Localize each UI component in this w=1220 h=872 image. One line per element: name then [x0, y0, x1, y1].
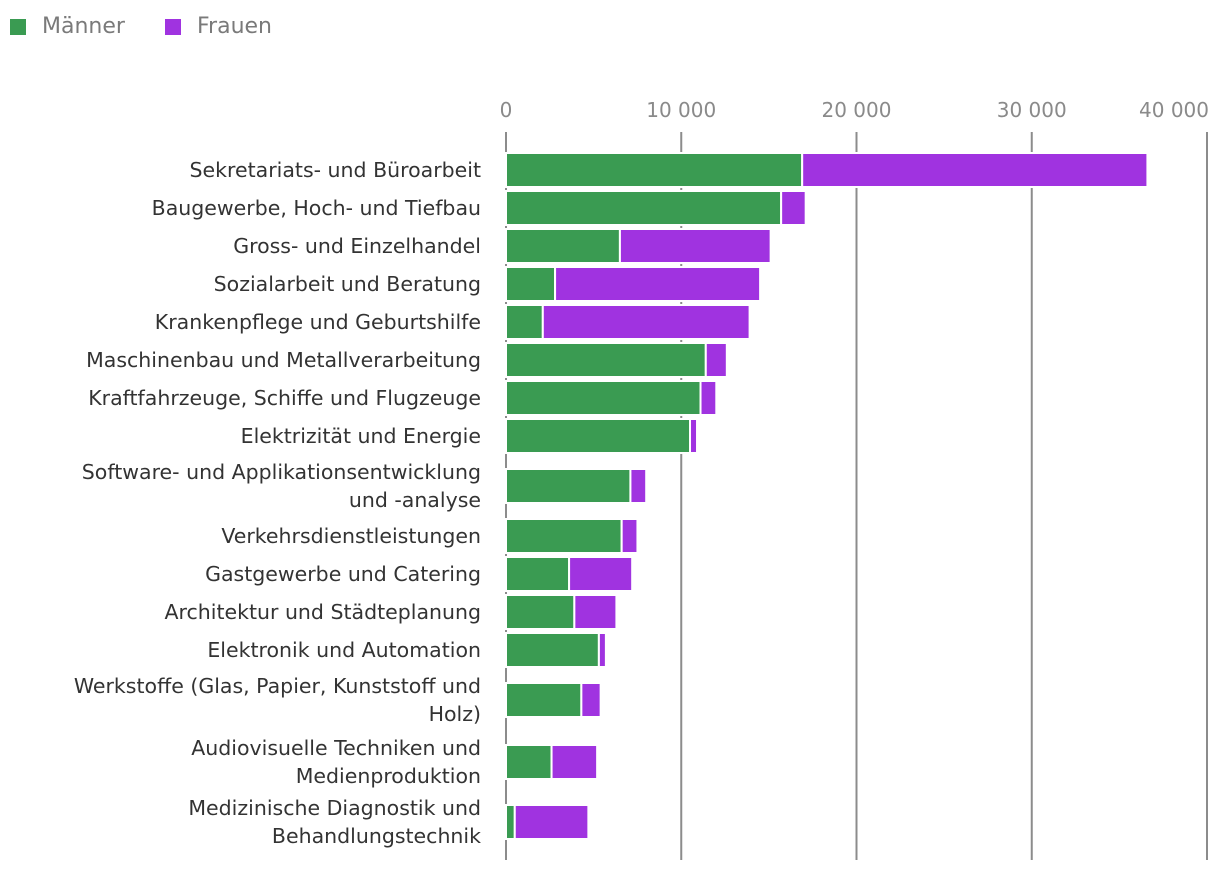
bar-frauen-15 — [513, 804, 590, 840]
bar-frauen-8 — [629, 468, 648, 504]
bar-frauen-1 — [780, 190, 807, 226]
category-label-1: Baugewerbe, Hoch- und Tiefbau — [152, 196, 481, 220]
bar-frauen-5 — [704, 342, 728, 378]
legend-swatch-1 — [165, 19, 181, 35]
bar-frauen-7 — [689, 418, 699, 454]
bar-frauen-11 — [573, 594, 618, 630]
bar-maenner-4 — [505, 304, 544, 340]
category-label-14-line-1: Medienproduktion — [296, 764, 481, 788]
bar-maenner-9 — [505, 518, 623, 554]
x-tick-label-3: 30 000 — [997, 98, 1067, 122]
bars — [505, 152, 1149, 840]
bar-frauen-10 — [568, 556, 634, 592]
bar-frauen-13 — [580, 682, 602, 718]
bar-maenner-11 — [505, 594, 576, 630]
legend: Männer Frauen — [10, 14, 272, 39]
category-label-7: Elektrizität und Energie — [241, 424, 481, 448]
bar-maenner-10 — [505, 556, 571, 592]
bar-frauen-3 — [554, 266, 762, 302]
bar-maenner-5 — [505, 342, 707, 378]
x-tick-label-1: 10 000 — [646, 98, 716, 122]
bar-maenner-14 — [505, 744, 553, 780]
category-label-5: Maschinenbau und Metallverarbeitung — [86, 348, 481, 372]
category-label-6: Kraftfahrzeuge, Schiffe und Flugzeuge — [88, 386, 481, 410]
bar-maenner-6 — [505, 380, 702, 416]
bar-frauen-12 — [597, 632, 607, 668]
bar-maenner-3 — [505, 266, 557, 302]
bar-frauen-6 — [699, 380, 718, 416]
bar-frauen-0 — [801, 152, 1149, 188]
category-label-13-line-1: Holz) — [429, 702, 481, 726]
category-label-0: Sekretariats- und Büroarbeit — [190, 158, 481, 182]
category-label-10: Gastgewerbe und Catering — [205, 562, 481, 586]
category-label-11: Architektur und Städteplanung — [164, 600, 481, 624]
category-label-2: Gross- und Einzelhandel — [233, 234, 481, 258]
bar-maenner-7 — [505, 418, 692, 454]
legend-swatch-0 — [10, 19, 26, 35]
bar-frauen-2 — [618, 228, 772, 264]
bar-maenner-13 — [505, 682, 583, 718]
category-label-3: Sozialarbeit und Beratung — [214, 272, 481, 296]
bar-maenner-8 — [505, 468, 632, 504]
bar-maenner-12 — [505, 632, 600, 668]
x-tick-label-0: 0 — [500, 98, 513, 122]
bar-frauen-14 — [550, 744, 599, 780]
x-axis-ticks: 0 10 000 20 000 30 000 40 000 — [500, 98, 1209, 122]
x-tick-label-4: 40 000 — [1139, 98, 1209, 122]
category-label-12: Elektronik und Automation — [207, 638, 481, 662]
category-label-14-line-0: Audiovisuelle Techniken und — [191, 736, 481, 760]
category-label-9: Verkehrsdienstleistungen — [221, 524, 481, 548]
bar-maenner-0 — [505, 152, 804, 188]
category-label-8-line-0: Software- und Applikationsentwicklung — [82, 460, 481, 484]
category-label-15-line-0: Medizinische Diagnostik und — [188, 796, 481, 820]
category-label-15-line-1: Behandlungstechnik — [272, 824, 481, 848]
legend-label-1: Frauen — [197, 14, 272, 39]
bar-maenner-1 — [505, 190, 783, 226]
legend-label-0: Männer — [42, 14, 126, 39]
bar-maenner-2 — [505, 228, 621, 264]
category-label-4: Krankenpflege und Geburtshilfe — [155, 310, 481, 334]
bar-frauen-4 — [541, 304, 751, 340]
category-label-8-line-1: und -analyse — [349, 488, 481, 512]
bar-frauen-9 — [620, 518, 639, 554]
category-label-13-line-0: Werkstoffe (Glas, Papier, Kunststoff und — [74, 674, 481, 698]
bar-maenner-15 — [505, 804, 516, 840]
x-tick-label-2: 20 000 — [822, 98, 892, 122]
category-labels: Sekretariats- und Büroarbeit Baugewerbe, … — [74, 158, 481, 848]
